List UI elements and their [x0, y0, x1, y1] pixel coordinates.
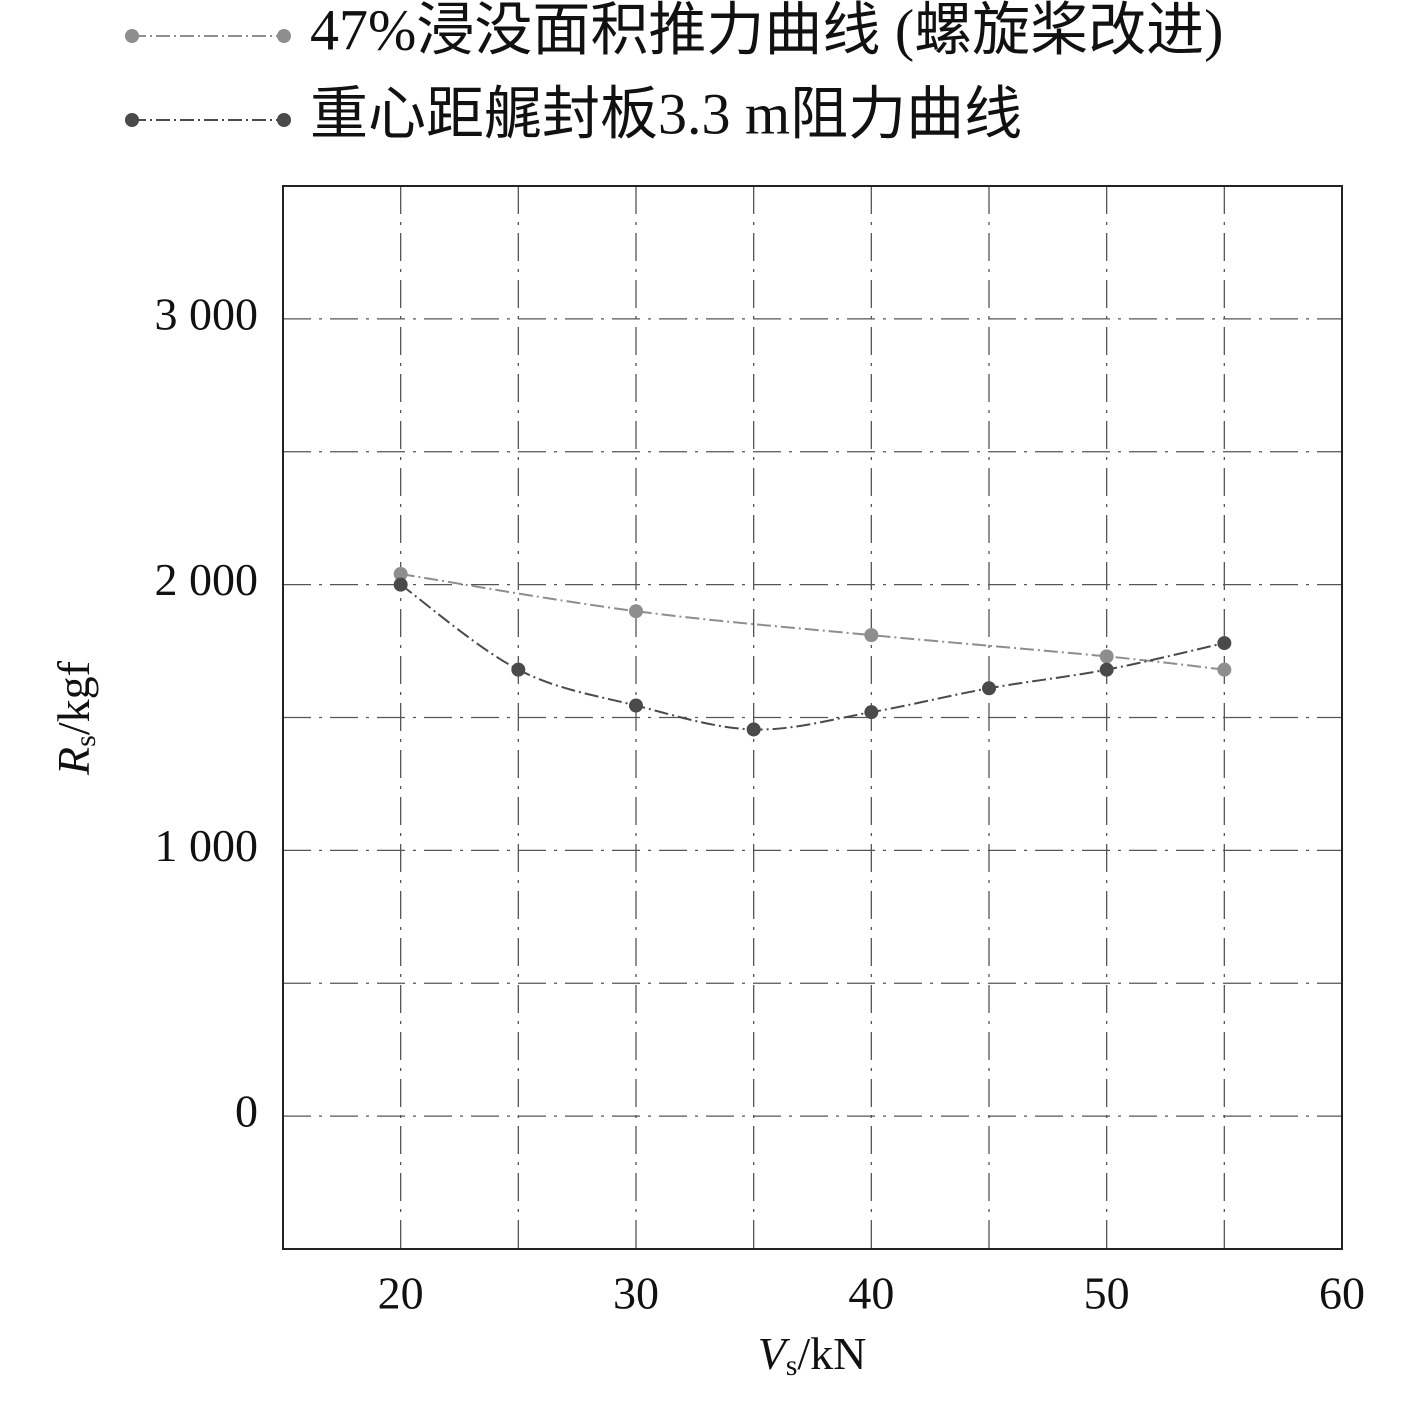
ylabel-label: Rs/kgf	[48, 660, 102, 776]
data-point	[511, 662, 526, 677]
axis-subscript: s	[69, 735, 102, 747]
axis-unit: /kN	[797, 1328, 866, 1379]
y-tick-label: 0	[235, 1086, 258, 1137]
data-point	[1099, 662, 1114, 677]
axis-symbol: V	[758, 1328, 791, 1379]
legend-marker	[277, 113, 291, 127]
legend-label: 重心距艉封板3.3 m阻力曲线	[310, 81, 1022, 146]
data-point	[1217, 662, 1232, 677]
legend-marker	[125, 29, 139, 43]
plot-frame	[282, 185, 1343, 1250]
data-point	[629, 698, 643, 713]
x-tick-label: 50	[1084, 1268, 1130, 1319]
legend-label: 47%浸没面积推力曲线 (螺旋桨改进)	[310, 0, 1223, 62]
y-tick-label: 2 000	[155, 554, 259, 605]
legend-marker	[125, 113, 139, 127]
x-tick-label: 40	[848, 1268, 894, 1319]
data-point	[393, 577, 408, 592]
data-point	[1217, 636, 1232, 651]
xlabel-label: Vs/kN	[758, 1328, 867, 1382]
series-line	[400, 573, 1225, 671]
data-point	[746, 722, 761, 737]
data-point	[393, 566, 408, 581]
axis-symbol: R	[48, 747, 99, 776]
x-tick-label: 60	[1319, 1268, 1365, 1319]
legend-marker	[277, 29, 291, 43]
data-point	[864, 705, 879, 720]
y-tick-label: 1 000	[155, 820, 259, 871]
axis-subscript: s	[786, 1349, 798, 1382]
x-tick-label: 30	[613, 1268, 659, 1319]
data-point	[864, 628, 879, 643]
data-point	[982, 681, 996, 696]
y-tick-label: 3 000	[155, 288, 259, 339]
data-point	[629, 604, 643, 619]
x-tick-label: 20	[378, 1268, 424, 1319]
data-point	[1099, 649, 1114, 664]
axis-unit: /kgf	[48, 660, 99, 735]
